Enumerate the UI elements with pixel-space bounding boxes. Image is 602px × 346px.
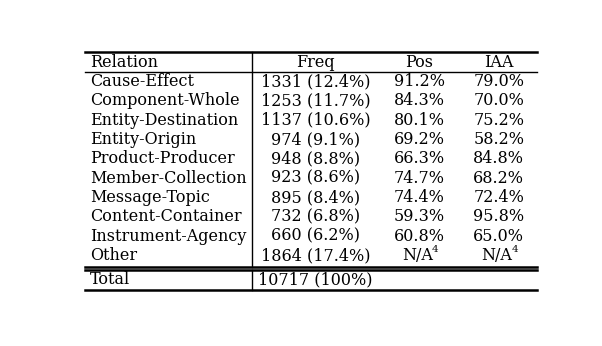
Text: 10717 (100%): 10717 (100%) <box>258 271 373 288</box>
Text: 732 (6.8%): 732 (6.8%) <box>271 208 360 225</box>
Text: Instrument-Agency: Instrument-Agency <box>90 228 247 245</box>
Text: 60.8%: 60.8% <box>394 228 445 245</box>
Text: Message-Topic: Message-Topic <box>90 189 210 206</box>
Text: Relation: Relation <box>90 54 158 71</box>
Text: 1137 (10.6%): 1137 (10.6%) <box>261 112 370 129</box>
Text: 75.2%: 75.2% <box>473 112 524 129</box>
Text: N/A: N/A <box>481 247 512 264</box>
Text: Member-Collection: Member-Collection <box>90 170 247 187</box>
Text: 74.4%: 74.4% <box>394 189 445 206</box>
Text: Freq: Freq <box>296 54 335 71</box>
Text: 4: 4 <box>432 245 439 254</box>
Text: 923 (8.6%): 923 (8.6%) <box>271 170 360 187</box>
Text: Total: Total <box>90 271 131 288</box>
Text: Component-Whole: Component-Whole <box>90 92 240 109</box>
Text: 660 (6.2%): 660 (6.2%) <box>271 228 360 245</box>
Text: Pos: Pos <box>406 54 433 71</box>
Text: Cause-Effect: Cause-Effect <box>90 73 194 90</box>
Text: Entity-Origin: Entity-Origin <box>90 131 196 148</box>
Text: 69.2%: 69.2% <box>394 131 445 148</box>
Text: Product-Producer: Product-Producer <box>90 151 235 167</box>
Text: 84.8%: 84.8% <box>473 151 524 167</box>
Text: Other: Other <box>90 247 137 264</box>
Text: 1253 (11.7%): 1253 (11.7%) <box>261 92 370 109</box>
Text: 68.2%: 68.2% <box>473 170 524 187</box>
Text: 65.0%: 65.0% <box>473 228 524 245</box>
Text: 74.7%: 74.7% <box>394 170 445 187</box>
Text: N/A: N/A <box>402 247 433 264</box>
Text: 72.4%: 72.4% <box>473 189 524 206</box>
Text: 1331 (12.4%): 1331 (12.4%) <box>261 73 370 90</box>
Text: 948 (8.8%): 948 (8.8%) <box>271 151 360 167</box>
Text: 1864 (17.4%): 1864 (17.4%) <box>261 247 370 264</box>
Text: 59.3%: 59.3% <box>394 208 445 225</box>
Text: 84.3%: 84.3% <box>394 92 445 109</box>
Text: 4: 4 <box>511 245 518 254</box>
Text: 91.2%: 91.2% <box>394 73 445 90</box>
Text: Content-Container: Content-Container <box>90 208 242 225</box>
Text: 95.8%: 95.8% <box>473 208 524 225</box>
Text: 70.0%: 70.0% <box>473 92 524 109</box>
Text: Entity-Destination: Entity-Destination <box>90 112 238 129</box>
Text: 66.3%: 66.3% <box>394 151 445 167</box>
Text: 58.2%: 58.2% <box>473 131 524 148</box>
Text: IAA: IAA <box>484 54 514 71</box>
Text: 80.1%: 80.1% <box>394 112 445 129</box>
Text: 895 (8.4%): 895 (8.4%) <box>271 189 360 206</box>
Text: 79.0%: 79.0% <box>473 73 524 90</box>
Text: 974 (9.1%): 974 (9.1%) <box>271 131 360 148</box>
